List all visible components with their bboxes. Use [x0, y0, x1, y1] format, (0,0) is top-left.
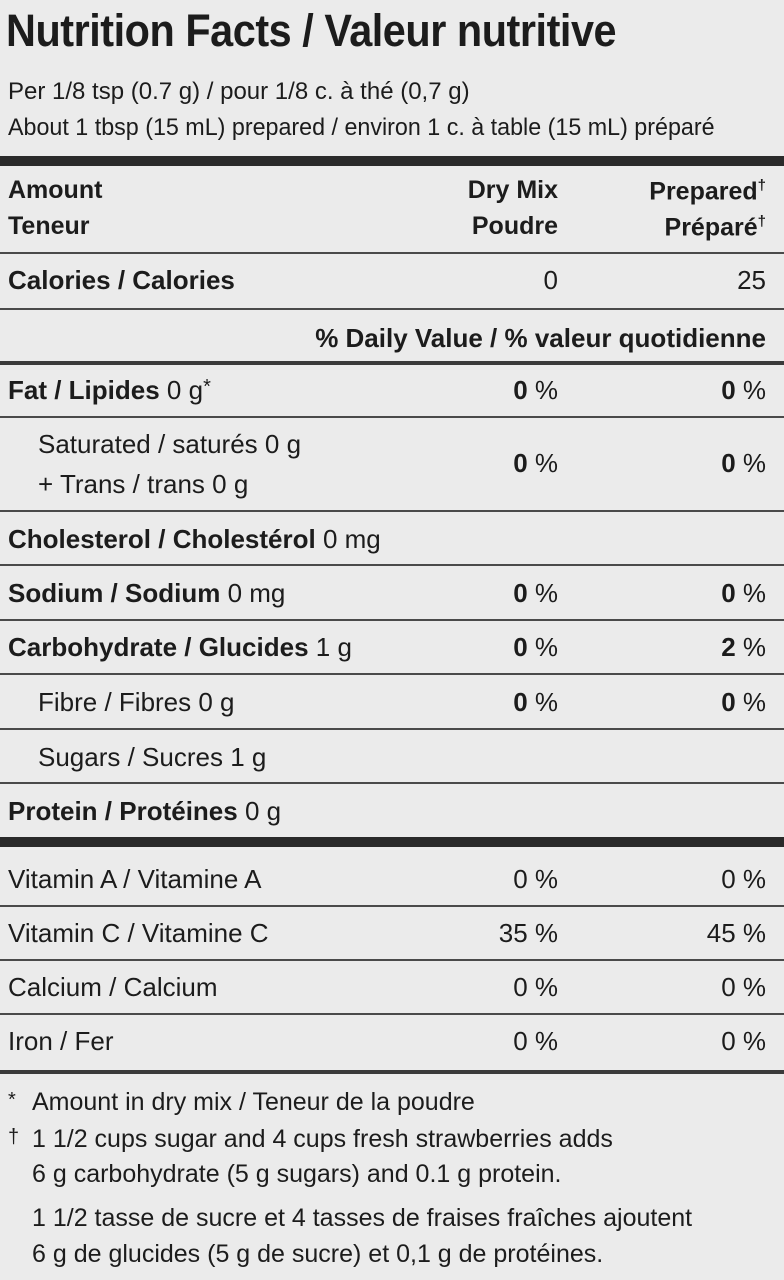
divider: [0, 416, 784, 418]
fibre-dry-dv: 0 %: [513, 687, 558, 717]
carbohydrate-prepared-dv: 2 %: [721, 632, 766, 662]
protein-label: Protein / Protéines 0 g: [8, 796, 282, 826]
calories-label: Calories / Calories: [8, 265, 235, 295]
dry-mix-header-fr: Poudre: [471, 212, 558, 240]
serving-size-line: Per 1/8 tsp (0.7 g) / pour 1/8 c. à thé …: [8, 78, 470, 105]
vitamin-label: Vitamin A / Vitamine A: [8, 864, 262, 894]
vitamin-prepared-dv: 45 %: [706, 918, 766, 948]
nutrition-title: Nutrition Facts / Valeur nutritive: [6, 5, 617, 56]
saturated-label: Saturated / saturés 0 g: [38, 429, 302, 459]
divider: [0, 564, 784, 566]
vitamin-prepared-dv: 0 %: [721, 864, 766, 894]
trans-label: + Trans / trans 0 g: [38, 469, 249, 499]
thick-divider-vitamins: [0, 837, 784, 847]
vitamin-label: Calcium / Calcium: [8, 972, 218, 1002]
fat-prepared-dv: 0 %: [721, 375, 766, 405]
carbohydrate-label: Carbohydrate / Glucides 1 g: [8, 632, 352, 662]
footnote-dagger-line: 6 g carbohydrate (5 g sugars) and 0.1 g …: [32, 1160, 562, 1188]
divider: [0, 252, 784, 254]
footnote-dagger-line: 6 g de glucides (5 g de sucre) et 0,1 g …: [32, 1240, 604, 1268]
cholesterol-label: Cholesterol / Cholestérol 0 mg: [8, 524, 381, 554]
footnote-star: * Amount in dry mix / Teneur de la poudre: [8, 1088, 475, 1116]
calories-prepared: 25: [737, 265, 766, 295]
prepared-header-en: Prepared†: [649, 177, 766, 206]
divider: [0, 728, 784, 730]
divider: [0, 782, 784, 784]
divider: [0, 619, 784, 621]
saturated-dry-dv: 0 %: [513, 448, 558, 478]
footnote-dagger: † 1 1/2 cups sugar and 4 cups fresh straw…: [8, 1125, 613, 1153]
thick-divider-top: [0, 156, 784, 166]
sodium-label: Sodium / Sodium 0 mg: [8, 578, 286, 608]
sodium-dry-dv: 0 %: [513, 578, 558, 608]
vitamin-prepared-dv: 0 %: [721, 1026, 766, 1056]
fat-dry-dv: 0 %: [513, 375, 558, 405]
divider: [0, 673, 784, 675]
prepared-header-fr: Préparé†: [664, 213, 766, 242]
vitamin-label: Iron / Fer: [8, 1026, 114, 1056]
vitamin-dry-dv: 0 %: [513, 1026, 558, 1056]
saturated-prepared-dv: 0 %: [721, 448, 766, 478]
sodium-prepared-dv: 0 %: [721, 578, 766, 608]
fibre-label: Fibre / Fibres 0 g: [38, 687, 235, 717]
fibre-prepared-dv: 0 %: [721, 687, 766, 717]
divider: [0, 1013, 784, 1015]
divider: [0, 905, 784, 907]
amount-label-fr: Teneur: [8, 212, 90, 240]
footnote-dagger-line: 1 1/2 tasse de sucre et 4 tasses de frai…: [32, 1204, 693, 1232]
vitamin-label: Vitamin C / Vitamine C: [8, 918, 269, 948]
divider-footnotes: [0, 1070, 784, 1074]
prepared-serving-line: About 1 tbsp (15 mL) prepared / environ …: [8, 114, 715, 141]
divider: [0, 510, 784, 512]
calories-dry: 0: [543, 265, 558, 295]
divider: [0, 361, 784, 365]
daily-value-heading: % Daily Value / % valeur quotidienne: [315, 323, 766, 353]
vitamin-prepared-dv: 0 %: [721, 972, 766, 1002]
vitamin-dry-dv: 0 %: [513, 864, 558, 894]
dry-mix-header-en: Dry Mix: [467, 176, 558, 204]
vitamin-dry-dv: 35 %: [498, 918, 558, 948]
divider: [0, 959, 784, 961]
carbohydrate-dry-dv: 0 %: [513, 632, 558, 662]
divider: [0, 308, 784, 310]
vitamin-dry-dv: 0 %: [513, 972, 558, 1002]
fat-label: Fat / Lipides 0 g*: [8, 375, 211, 405]
sugars-label: Sugars / Sucres 1 g: [38, 742, 267, 772]
amount-label-en: Amount: [8, 176, 103, 204]
